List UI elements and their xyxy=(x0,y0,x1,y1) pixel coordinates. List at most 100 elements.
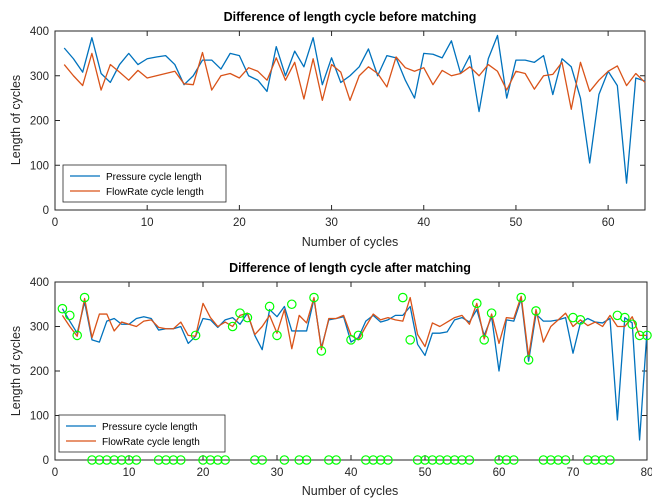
zero-marker xyxy=(323,455,334,465)
matched-marker xyxy=(79,292,90,303)
x-tick-label: 60 xyxy=(493,467,506,479)
zero-marker xyxy=(442,455,452,465)
zero-marker xyxy=(560,455,571,465)
matched-marker xyxy=(242,312,253,323)
zero-marker xyxy=(420,455,430,465)
matched-marker xyxy=(190,330,201,341)
zero-marker xyxy=(501,455,512,465)
zero-marker xyxy=(464,455,475,465)
zero-marker xyxy=(375,455,386,465)
x-tick-label: 30 xyxy=(271,467,284,479)
matched-marker xyxy=(634,330,645,341)
y-tick-label: 300 xyxy=(30,71,49,83)
x-tick-label: 50 xyxy=(510,217,523,229)
matched-marker xyxy=(531,306,541,316)
zero-marker xyxy=(94,455,105,465)
zero-marker xyxy=(301,455,312,465)
matched-marker xyxy=(309,292,319,303)
x-tick-label: 30 xyxy=(325,217,338,229)
y-axis-label: Length of cycles xyxy=(9,75,23,165)
y-tick-label: 100 xyxy=(30,160,49,172)
zero-marker xyxy=(368,455,378,465)
zero-marker xyxy=(590,455,600,465)
zero-marker xyxy=(383,455,393,465)
x-ticks: 0 10 20 30 40 50 60 70 80 xyxy=(52,282,652,479)
matched-marker xyxy=(479,335,489,345)
zero-marker xyxy=(457,455,467,465)
legend-box xyxy=(62,164,227,203)
matched-marker xyxy=(619,312,630,323)
zero-marker xyxy=(213,455,223,465)
matched-marker xyxy=(642,330,652,341)
y-tick-label: 0 xyxy=(43,205,49,217)
matched-marker xyxy=(353,330,364,341)
x-tick-label: 80 xyxy=(641,467,652,479)
zero-marker xyxy=(257,455,267,465)
y-tick-label: 200 xyxy=(30,116,49,128)
zero-marker xyxy=(109,455,119,465)
x-axis-label: Number of cycles xyxy=(302,235,399,249)
series-line-flowrate xyxy=(63,51,646,110)
chart-after-matching: Difference of length cycle after matchin… xyxy=(9,261,652,498)
matched-marker xyxy=(264,301,275,312)
y-tick-label: 400 xyxy=(30,26,49,38)
matched-marker xyxy=(57,303,68,314)
legend-label-pressure: Pressure cycle length xyxy=(106,172,202,183)
matched-marker xyxy=(405,335,415,345)
y-axis-label: Length of cycles xyxy=(9,326,23,416)
zero-marker xyxy=(294,455,304,465)
x-tick-label: 10 xyxy=(123,467,136,479)
chart-before-matching: Difference of length cycle before matchi… xyxy=(9,10,646,249)
matched-marker xyxy=(272,330,282,341)
matched-marker xyxy=(471,298,482,309)
matched-marker xyxy=(72,330,82,341)
legend: Pressure cycle length FlowRate cycle len… xyxy=(58,414,226,453)
matched-marker xyxy=(627,319,637,330)
matched-marker xyxy=(397,292,408,303)
zero-marker xyxy=(124,455,134,465)
zero-marker xyxy=(87,455,97,465)
x-tick-label: 40 xyxy=(345,467,358,479)
legend: Pressure cycle length FlowRate cycle len… xyxy=(62,164,227,203)
zero-marker xyxy=(508,455,519,465)
x-tick-label: 0 xyxy=(52,467,58,479)
zero-marker xyxy=(434,455,445,465)
matched-marker xyxy=(516,292,526,303)
matched-marker xyxy=(486,308,497,318)
zero-marker xyxy=(582,455,593,465)
y-tick-label: 0 xyxy=(43,455,49,467)
zero-marker xyxy=(597,455,608,465)
zero-marker xyxy=(494,455,504,465)
matched-markers xyxy=(57,292,652,465)
zero-marker xyxy=(168,455,179,465)
zero-marker xyxy=(545,455,556,465)
zero-marker xyxy=(553,455,563,465)
x-tick-label: 0 xyxy=(52,217,58,229)
y-tick-label: 400 xyxy=(30,277,49,289)
zero-marker xyxy=(331,455,341,465)
zero-marker xyxy=(250,455,260,465)
zero-marker xyxy=(176,455,186,465)
y-ticks: 0 100 200 300 400 xyxy=(30,277,647,467)
x-axis-label: Number of cycles xyxy=(302,484,399,498)
y-tick-label: 100 xyxy=(30,411,49,423)
zero-marker xyxy=(605,455,615,465)
matched-marker xyxy=(65,310,75,321)
zero-marker xyxy=(205,455,216,465)
x-tick-label: 60 xyxy=(602,217,615,229)
series-lines xyxy=(63,34,646,184)
zero-marker xyxy=(131,455,142,465)
zero-marker xyxy=(102,455,112,465)
x-tick-label: 70 xyxy=(567,467,580,479)
zero-marker xyxy=(198,455,208,465)
x-tick-label: 40 xyxy=(417,217,430,229)
y-tick-label: 200 xyxy=(30,366,49,378)
x-tick-label: 20 xyxy=(197,467,210,479)
matched-marker xyxy=(286,299,297,310)
x-ticks: 0 10 20 30 40 50 60 xyxy=(52,31,615,229)
chart-title: Difference of length cycle before matchi… xyxy=(224,10,477,24)
legend-label-flowrate: FlowRate cycle length xyxy=(106,187,204,198)
legend-box xyxy=(58,414,226,453)
matched-marker xyxy=(346,335,356,345)
x-tick-label: 20 xyxy=(233,217,246,229)
